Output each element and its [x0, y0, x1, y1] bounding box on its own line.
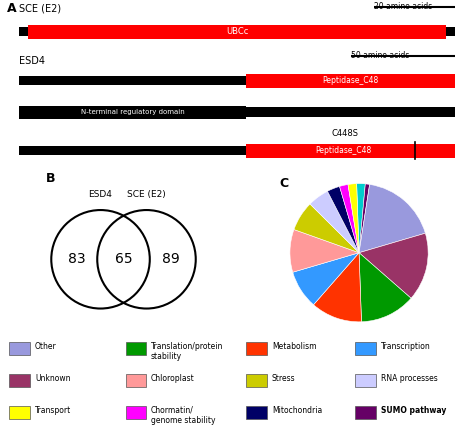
Text: Unknown: Unknown [35, 374, 71, 383]
Bar [126, 406, 146, 419]
Wedge shape [313, 253, 362, 322]
Text: 50 amino acids: 50 amino acids [351, 51, 409, 60]
Wedge shape [339, 184, 359, 253]
Text: Peptidase_C48: Peptidase_C48 [316, 146, 372, 155]
Bar [356, 342, 376, 355]
Text: 83: 83 [68, 252, 85, 266]
Text: A: A [7, 2, 17, 15]
Bar [19, 76, 455, 85]
Bar [356, 406, 376, 419]
Bar [9, 374, 30, 387]
Wedge shape [359, 253, 411, 322]
Bar [19, 106, 246, 119]
Wedge shape [310, 191, 359, 253]
Wedge shape [293, 253, 359, 305]
Text: C: C [280, 177, 289, 190]
Bar [126, 342, 146, 355]
Text: ESD4: ESD4 [19, 56, 45, 66]
Bar [19, 27, 455, 36]
Bar [246, 342, 267, 355]
Bar [356, 374, 376, 387]
Text: B: B [46, 172, 56, 185]
Text: Chloroplast: Chloroplast [151, 374, 195, 383]
Text: Translation/protein
stability: Translation/protein stability [151, 342, 223, 361]
Wedge shape [356, 184, 365, 253]
Text: UBCc: UBCc [226, 27, 248, 36]
Wedge shape [348, 184, 359, 253]
Text: Stress: Stress [272, 374, 295, 383]
Text: SUMO pathway: SUMO pathway [381, 406, 447, 415]
Text: Peptidase_C48: Peptidase_C48 [323, 76, 379, 85]
Bar [9, 342, 30, 355]
Bar [246, 374, 267, 387]
Text: Other: Other [35, 342, 57, 351]
Bar [126, 374, 146, 387]
Bar [19, 107, 455, 117]
Wedge shape [359, 184, 425, 253]
Text: N-terminal regulatory domain: N-terminal regulatory domain [81, 109, 184, 115]
Wedge shape [359, 184, 370, 253]
Text: SCE (E2): SCE (E2) [19, 3, 61, 13]
Text: SCE (E2): SCE (E2) [127, 190, 166, 199]
Wedge shape [328, 187, 359, 253]
Bar [246, 74, 455, 88]
Text: Transcription: Transcription [381, 342, 431, 351]
Bar [9, 406, 30, 419]
Text: Mitochondria: Mitochondria [272, 406, 322, 415]
Text: ESD4: ESD4 [89, 190, 112, 199]
Wedge shape [294, 204, 359, 253]
Text: 89: 89 [162, 252, 180, 266]
Text: Transport: Transport [35, 406, 71, 415]
Text: C448S: C448S [332, 130, 359, 139]
Text: Chormatin/
genome stability: Chormatin/ genome stability [151, 406, 216, 425]
Bar [246, 406, 267, 419]
Wedge shape [290, 229, 359, 272]
Text: Metabolism: Metabolism [272, 342, 316, 351]
Text: RNA processes: RNA processes [381, 374, 438, 383]
Wedge shape [359, 233, 428, 298]
Bar [19, 146, 455, 155]
Text: 65: 65 [115, 252, 132, 266]
Bar [246, 144, 455, 158]
Text: 20 amino acids: 20 amino acids [374, 2, 433, 11]
Bar [28, 25, 446, 39]
